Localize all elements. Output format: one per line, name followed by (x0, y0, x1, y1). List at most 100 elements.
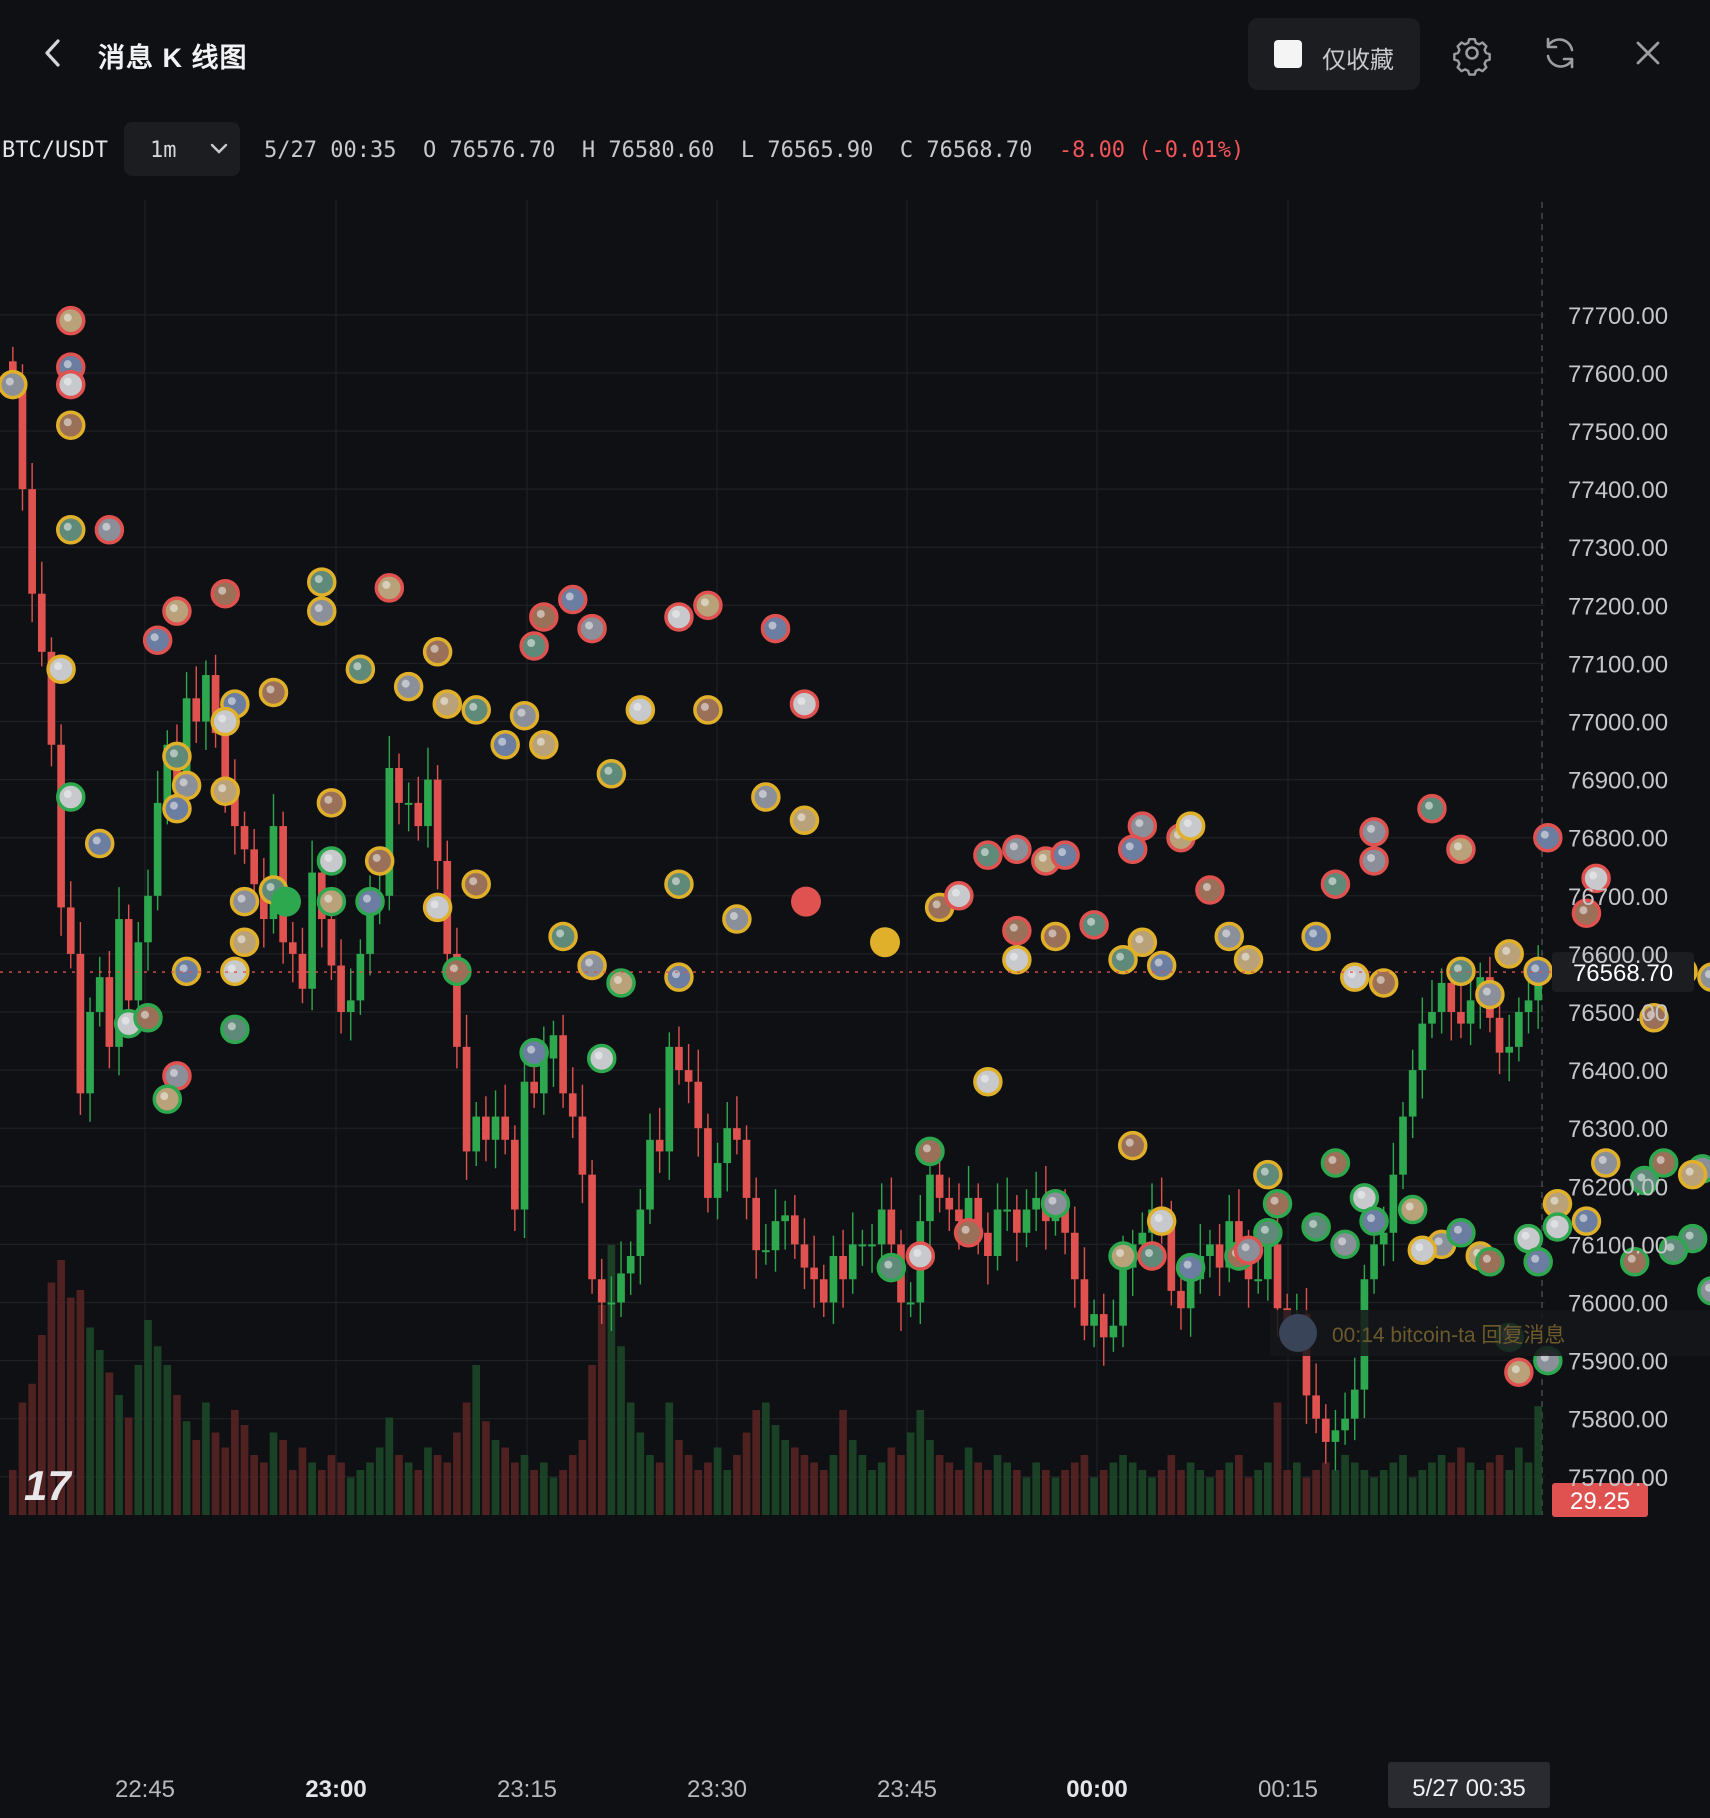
marker-avatar (1359, 817, 1389, 847)
message-marker-avatar (1359, 817, 1389, 847)
volume-bar (906, 1432, 915, 1515)
candle-body (964, 1197, 973, 1222)
marker-highlight (594, 1051, 603, 1060)
volume-bar (771, 1425, 780, 1515)
candle-body (1215, 1244, 1224, 1268)
message-marker-avatar (1214, 921, 1244, 952)
volume-bar (308, 1462, 316, 1515)
volume-bar (1215, 1470, 1224, 1515)
marker-highlight (517, 708, 526, 717)
candle-body (984, 1232, 992, 1256)
candle-body (868, 1244, 876, 1247)
volume-bar (945, 1462, 954, 1515)
marker-avatar (316, 788, 347, 818)
volume-bar (1389, 1462, 1398, 1515)
candle-body (115, 919, 123, 1047)
volume-bar (1273, 1402, 1282, 1515)
volume-bar (1186, 1462, 1195, 1515)
volume-bar (47, 1282, 56, 1515)
candle-body (1177, 1290, 1185, 1309)
volume-bar (742, 1432, 751, 1515)
candle-body (182, 698, 191, 792)
marker-highlight (1405, 1202, 1414, 1211)
volume-bar (935, 1455, 944, 1515)
volume-bar (28, 1383, 36, 1515)
marker-highlight (1415, 1243, 1424, 1252)
volume-bar (346, 1477, 355, 1515)
marker-avatar (1146, 1206, 1177, 1236)
marker-avatar (1475, 979, 1505, 1010)
marker-avatar (1079, 910, 1109, 940)
marker-avatar (133, 1003, 163, 1033)
marker-avatar (1108, 1241, 1138, 1271)
marker-highlight (884, 1260, 893, 1269)
marker-avatar (1040, 921, 1071, 952)
marker-highlight (1704, 1283, 1710, 1292)
candlestick-chart[interactable]: 76568.70 29.25 5/27 00:35 17 00:14 bitcoin-t… (0, 200, 1710, 1818)
volume-bar (790, 1447, 799, 1515)
marker-avatar (355, 886, 385, 917)
close-icon[interactable] (1625, 30, 1671, 76)
message-marker-avatar (1108, 1241, 1138, 1271)
volume-bar (153, 1346, 162, 1515)
volume-bar (1534, 1406, 1542, 1515)
marker-highlight (633, 702, 642, 711)
candle-body (1331, 1430, 1340, 1442)
marker-highlight (671, 970, 680, 979)
back-arrow-icon[interactable] (30, 30, 76, 76)
marker-highlight (1058, 848, 1067, 857)
marker-avatar (490, 730, 520, 760)
marker-highlight (401, 679, 410, 688)
message-marker-avatar (751, 782, 781, 812)
volume-bar (491, 1440, 500, 1515)
marker-highlight (382, 580, 391, 589)
candle-body (1379, 1232, 1388, 1245)
checkbox[interactable] (1274, 40, 1302, 68)
message-marker-avatar (229, 886, 260, 917)
candle-body (327, 919, 336, 966)
marker-highlight (169, 604, 178, 613)
marker-highlight (1598, 1156, 1607, 1165)
candle-body (1264, 1244, 1272, 1280)
volume-bar (1119, 1455, 1127, 1515)
candle-body (1437, 982, 1446, 1012)
timeframe-select[interactable]: 1m (124, 122, 240, 176)
open-label: O (422, 138, 437, 163)
volume-bar (66, 1297, 75, 1515)
favorites-only-toggle[interactable]: 仅收藏 (1248, 18, 1420, 90)
marker-highlight (1135, 819, 1144, 828)
marker-avatar (1368, 968, 1399, 998)
marker-avatar (953, 1218, 984, 1248)
message-marker-avatar (461, 869, 491, 899)
volume-bar (1051, 1477, 1060, 1515)
refresh-icon[interactable] (1537, 30, 1583, 76)
volume-bar (1370, 1477, 1378, 1515)
volume-bar (260, 1462, 268, 1515)
time-tick-label: 22:45 (115, 1776, 175, 1803)
message-marker-avatar (432, 689, 463, 719)
volume-bar (1302, 1477, 1311, 1515)
marker-highlight (1183, 819, 1192, 828)
message-marker-avatar (1002, 915, 1032, 946)
marker-avatar (577, 613, 607, 644)
marker-avatar (519, 1037, 549, 1068)
marker-avatar (760, 613, 791, 644)
message-marker-avatar (1040, 921, 1071, 952)
marker-avatar (374, 573, 405, 603)
message-marker-avatar (442, 956, 472, 987)
marker-avatar (577, 950, 607, 981)
volume-bar (733, 1455, 741, 1515)
settings-gear-icon[interactable] (1449, 30, 1495, 76)
volume-bar (1235, 1455, 1243, 1515)
marker-avatar (664, 869, 694, 899)
marker-highlight (1154, 958, 1163, 967)
candle-body (1428, 1012, 1436, 1024)
message-marker-avatar (1446, 1218, 1476, 1248)
volume-bar (192, 1440, 201, 1515)
candle-body (1206, 1244, 1214, 1256)
marker-avatar (1127, 927, 1158, 958)
marker-highlight (353, 662, 362, 671)
message-marker-avatar (162, 741, 192, 772)
marker-avatar (1571, 1206, 1602, 1236)
candle-body (723, 1128, 732, 1164)
